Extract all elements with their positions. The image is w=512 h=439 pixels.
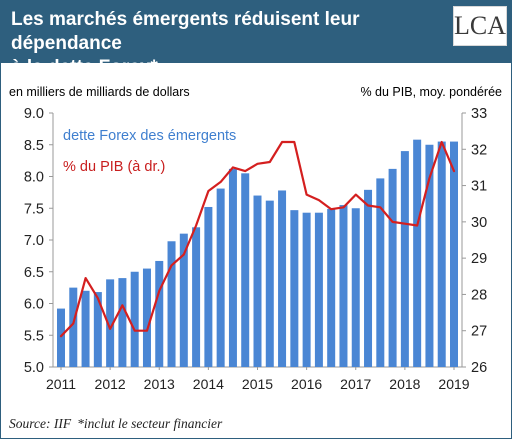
debt-bar [400, 151, 409, 367]
debt-bar [167, 241, 176, 367]
debt-bar [192, 227, 201, 367]
debt-bar [57, 308, 65, 367]
debt-bar [425, 144, 434, 367]
right-tick-label: 31 [471, 179, 487, 195]
x-tick-label: 2019 [438, 376, 469, 392]
debt-bar [437, 141, 446, 367]
title-line-1: Les marchés émergents réduisent leur dép… [11, 9, 360, 54]
debt-bar [253, 195, 262, 367]
left-tick-label: 7.5 [24, 201, 44, 217]
left-axis-unit-label: en milliers de milliards de dollars [9, 85, 190, 99]
debt-bar [142, 268, 151, 367]
debt-bar [118, 278, 127, 367]
x-tick-label: 2016 [291, 376, 322, 392]
x-tick-label: 2017 [340, 376, 371, 392]
debt-bar [81, 290, 90, 367]
gdp-share-line [59, 140, 456, 338]
left-tick-label: 8.5 [24, 138, 44, 154]
x-tick-label: 2015 [242, 376, 273, 392]
header-banner: Les marchés émergents réduisent leur dép… [1, 1, 511, 78]
title-line-2: à la dette Forex* [11, 57, 158, 78]
debt-bar [413, 139, 422, 367]
right-tick-label: 26 [471, 360, 487, 376]
debt-bar [130, 271, 139, 367]
left-tick-label: 7.0 [24, 233, 44, 249]
debt-bar [69, 287, 78, 367]
debt-bar [364, 189, 373, 367]
debt-bar [450, 141, 458, 367]
x-tick-label: 2011 [46, 376, 76, 392]
debt-bar [228, 168, 237, 367]
right-tick-label: 30 [471, 215, 487, 231]
debt-bar [93, 292, 102, 367]
debt-bar [216, 188, 225, 367]
source-text: Source: IIF [9, 416, 72, 431]
x-tick-label: 2018 [389, 376, 420, 392]
x-tick-label: 2012 [95, 376, 126, 392]
debt-bar [106, 279, 115, 367]
debt-bar [339, 205, 348, 367]
right-tick-label: 28 [471, 287, 487, 303]
footnote-text: *inclut le secteur financier [77, 416, 223, 431]
debt-bar [351, 208, 360, 367]
right-tick-label: 29 [471, 251, 487, 267]
left-tick-label: 5.5 [24, 328, 44, 344]
right-tick-label: 32 [471, 142, 487, 158]
debt-bar [155, 260, 164, 367]
right-tick-label: 33 [471, 106, 487, 122]
x-tick-label: 2014 [193, 376, 224, 392]
right-axis-unit-label: % du PIB, moy. pondérée [360, 85, 502, 99]
left-tick-label: 9.0 [24, 106, 44, 122]
debt-bar [265, 200, 274, 367]
footer: Source: IIF *inclut le secteur financier [9, 416, 222, 432]
debt-bar [290, 210, 299, 367]
left-tick-label: 6.0 [24, 297, 44, 313]
legend-bar-label: dette Forex des émergents [63, 128, 236, 144]
debt-bar [204, 206, 213, 367]
right-tick-label: 27 [471, 324, 487, 340]
left-tick-label: 8.0 [24, 170, 44, 186]
debt-bar [179, 233, 188, 367]
legend-line-label: % du PIB (à dr.) [63, 159, 165, 175]
debt-bar [376, 178, 385, 367]
logo-text: LCA [454, 11, 506, 40]
lca-logo: LCA [453, 6, 507, 46]
left-tick-label: 6.5 [24, 265, 44, 281]
debt-bar [388, 168, 397, 367]
debt-bar [278, 190, 287, 367]
debt-bar [241, 173, 250, 367]
debt-bar [302, 212, 311, 367]
debt-bar [327, 208, 336, 367]
left-tick-label: 5.0 [24, 360, 44, 376]
debt-bar [314, 212, 323, 367]
chart-title: Les marchés émergents réduisent leur dép… [11, 8, 441, 80]
x-tick-label: 2013 [144, 376, 175, 392]
